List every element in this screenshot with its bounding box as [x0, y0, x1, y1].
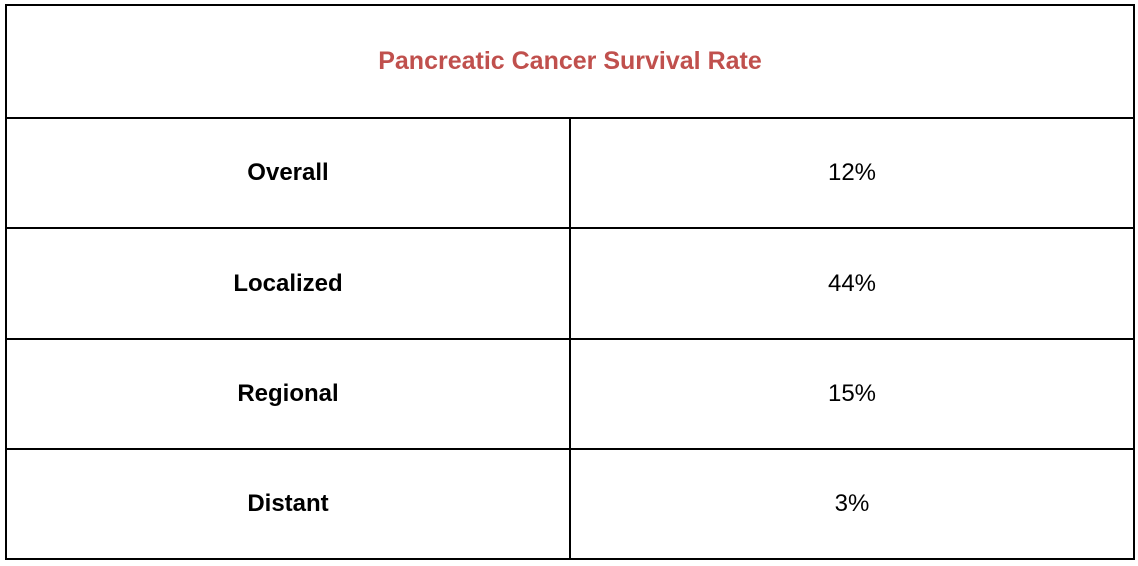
- table-row: Localized 44%: [5, 227, 1135, 340]
- row-label-overall: Overall: [5, 117, 571, 230]
- row-value-distant: 3%: [569, 447, 1135, 561]
- table-row: Overall 12%: [5, 117, 1135, 230]
- row-value-overall: 12%: [569, 117, 1135, 230]
- table-row: Regional 15%: [5, 337, 1135, 450]
- row-label-regional: Regional: [5, 337, 571, 450]
- table-row: Distant 3%: [5, 447, 1135, 561]
- row-value-localized: 44%: [569, 227, 1135, 340]
- table-title-row: Pancreatic Cancer Survival Rate: [5, 3, 1135, 120]
- row-label-distant: Distant: [5, 447, 571, 561]
- row-label-localized: Localized: [5, 227, 571, 340]
- survival-rate-table: Pancreatic Cancer Survival Rate Overall …: [5, 3, 1135, 561]
- table-title: Pancreatic Cancer Survival Rate: [5, 3, 1135, 120]
- row-value-regional: 15%: [569, 337, 1135, 450]
